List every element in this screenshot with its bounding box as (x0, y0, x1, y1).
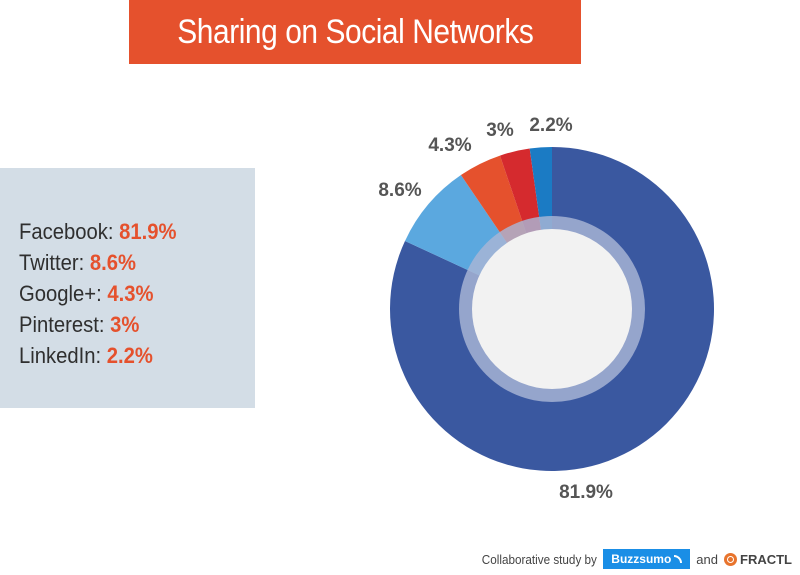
fractl-logo: FRACTL (724, 552, 792, 567)
footer-credits: Collaborative study by Buzzsumo and FRAC… (469, 549, 792, 569)
legend-label: Pinterest: (19, 312, 105, 337)
legend-label: LinkedIn: (19, 343, 102, 368)
buzzsumo-logo: Buzzsumo (603, 549, 691, 569)
data-label-twitter: 8.6% (378, 180, 421, 201)
legend-item-twitter: Twitter: 8.6% (19, 247, 236, 278)
footer-and: and (696, 551, 718, 567)
legend-item-googleplus: Google+: 4.3% (19, 278, 236, 309)
legend-value: 8.6% (89, 250, 137, 275)
legend-value: 4.3% (107, 281, 154, 306)
fractl-icon (724, 552, 737, 566)
data-label-google: 4.3% (428, 135, 471, 156)
legend-item-linkedin: LinkedIn: 2.2% (19, 340, 236, 371)
title-banner: Sharing on Social Networks (129, 0, 581, 64)
footer-text: Collaborative study by (482, 551, 598, 567)
data-label-pinterest: 3% (486, 120, 514, 141)
legend-label: Twitter: (19, 250, 85, 275)
signal-icon (674, 555, 683, 563)
donut-data-labels: 81.9% 8.6% 4.3% 3% 2.2% (378, 115, 613, 503)
donut-center (472, 229, 632, 389)
data-label-facebook: 81.9% (559, 482, 613, 503)
legend-value: 81.9% (119, 219, 177, 244)
legend-value: 2.2% (106, 343, 153, 368)
buzzsumo-logo-text: Buzzsumo (611, 552, 672, 566)
chart-title: Sharing on Social Networks (176, 12, 534, 51)
legend-value: 3% (110, 312, 140, 337)
fractl-logo-text: FRACTL (740, 551, 792, 567)
data-label-linkedin: 2.2% (529, 115, 572, 136)
legend-label: Facebook: (19, 219, 114, 244)
legend-panel: Facebook: 81.9% Twitter: 8.6% Google+: 4… (0, 168, 255, 408)
legend-item-pinterest: Pinterest: 3% (19, 309, 236, 340)
legend-item-facebook: Facebook: 81.9% (19, 216, 236, 247)
legend-label: Google+: (19, 281, 102, 306)
